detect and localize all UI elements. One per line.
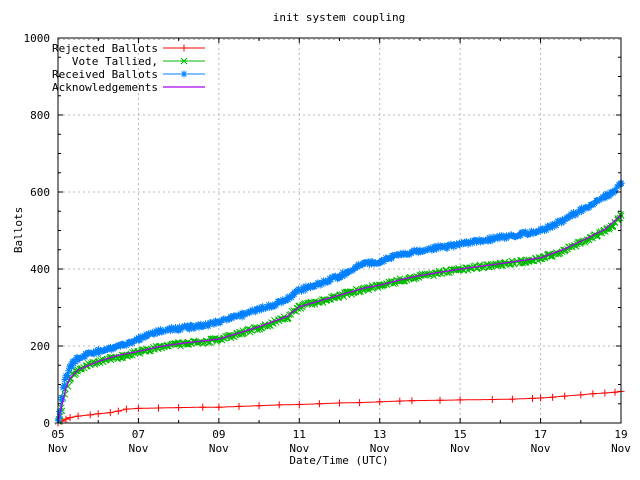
series-acks [57,214,622,422]
series-received [54,179,625,425]
x-axis-label: Date/Time (UTC) [289,454,388,467]
x-tick-label-day: 09 [212,428,225,441]
x-tick-label-month: Nov [209,442,229,455]
legend-label: Acknowledgements [52,81,158,94]
series-markers-received [54,179,625,425]
y-axis-label: Ballots [12,207,25,253]
x-tick-label-day: 13 [373,428,386,441]
legend-label: Vote Tallied, [72,55,158,68]
x-tick-label-day: 15 [454,428,467,441]
legend-label: Received Ballots [52,68,158,81]
legend-item-received: Received Ballots [52,68,205,81]
series-line-acks [57,214,622,422]
x-tick-label-month: Nov [128,442,148,455]
y-tick-label: 0 [43,417,50,430]
x-tick-label-day: 19 [614,428,627,441]
legend-item-acks: Acknowledgements [52,81,205,94]
y-tick-label: 800 [30,109,50,122]
tick-layer [57,37,622,424]
x-tick-label-month: Nov [450,442,470,455]
x-tick-label-month: Nov [289,442,309,455]
tick-label-layer: 0200400600800100005Nov07Nov09Nov11Nov13N… [24,32,632,455]
series-markers-tallied [54,211,625,425]
y-tick-label: 200 [30,340,50,353]
x-tick-label-day: 07 [132,428,145,441]
x-tick-label-month: Nov [611,442,631,455]
chart-title: init system coupling [273,11,405,24]
y-tick-label: 600 [30,186,50,199]
series-line-rejected [57,390,622,424]
series-line-received [57,183,622,422]
series-line-tallied [57,215,622,423]
x-tick-label-month: Nov [370,442,390,455]
x-tick-label-day: 05 [51,428,64,441]
y-tick-label: 400 [30,263,50,276]
legend-item-rejected: Rejected Ballots [52,42,205,55]
series-layer [54,179,625,427]
series-tallied [54,211,625,425]
legend-sample-marker [180,57,188,65]
legend-item-tallied: Vote Tallied, [72,55,205,68]
legend-sample-marker [180,44,188,52]
legend-label: Rejected Ballots [52,42,158,55]
x-tick-label-day: 11 [293,428,306,441]
x-tick-label-day: 17 [534,428,547,441]
x-tick-label-month: Nov [48,442,68,455]
x-tick-label-month: Nov [531,442,551,455]
legend-sample-marker [180,70,188,78]
y-tick-label: 1000 [24,32,51,45]
